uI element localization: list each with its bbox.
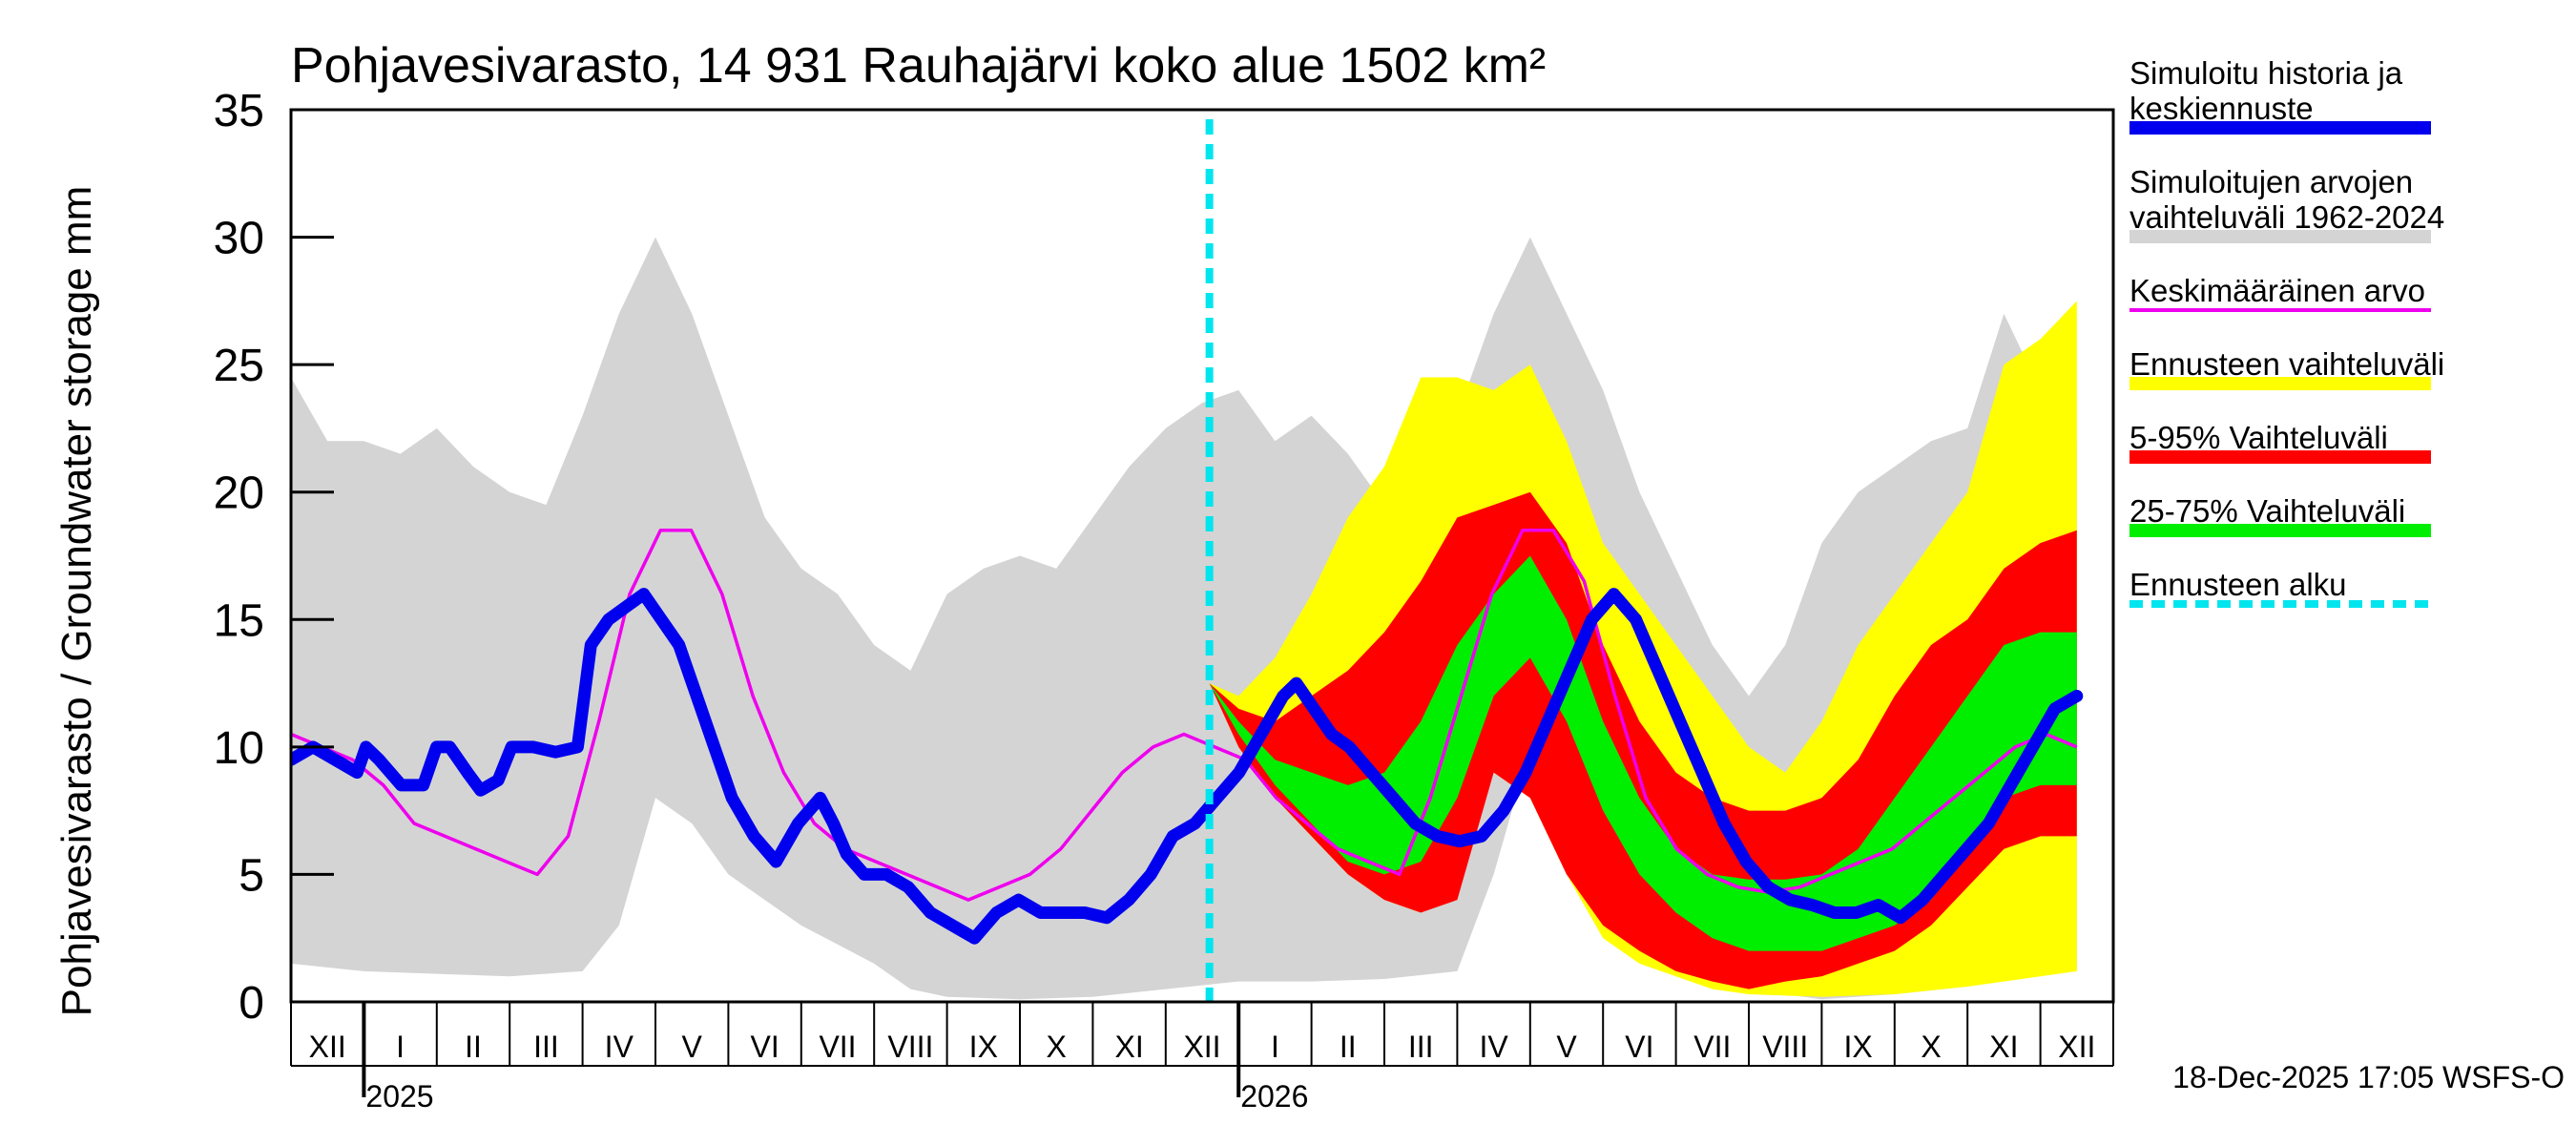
y-axis-label: Pohjavesivarasto / Groundwater storage m…	[53, 186, 100, 1017]
footer-timestamp: 18-Dec-2025 17:05 WSFS-O	[2172, 1060, 2565, 1094]
x-axis: XII I II III IV V VI VII VIII IX X XI XII I II III IV V VI…	[290, 1002, 2114, 1114]
x-month-label: I	[396, 1030, 405, 1064]
y-tick-label: 10	[214, 723, 264, 774]
legend-label: Simuloitu historia ja	[2129, 55, 2403, 91]
plot-frame	[289, 108, 2115, 1004]
x-month-label: XII	[1183, 1030, 1220, 1064]
y-tick-label: 5	[239, 850, 264, 901]
y-tick-label: 15	[214, 595, 264, 646]
x-month-label: V	[1556, 1030, 1577, 1064]
x-month-label: X	[1047, 1030, 1067, 1064]
x-month-label: XII	[2058, 1030, 2095, 1064]
x-year-label: 2026	[1240, 1079, 1308, 1114]
legend-label: Ennusteen alku	[2129, 567, 2347, 602]
legend-label: Ennusteen vaihteluväli	[2129, 346, 2444, 382]
x-month-label: II	[465, 1030, 482, 1064]
x-month-label: III	[533, 1030, 559, 1064]
p25-75-band	[1209, 555, 2077, 951]
x-month-label: VI	[1625, 1030, 1653, 1064]
y-tick-label: 20	[214, 468, 264, 519]
x-month-label: IX	[1843, 1030, 1872, 1064]
x-month-label: XI	[1114, 1030, 1143, 1064]
x-month-label: II	[1340, 1030, 1357, 1064]
y-axis: 0 5 10 15 20 25 30 35	[214, 86, 334, 1029]
x-month-label: I	[1271, 1030, 1279, 1064]
y-tick-label: 35	[214, 86, 264, 136]
x-month-label: XII	[309, 1030, 346, 1064]
x-month-label: VII	[819, 1030, 856, 1064]
x-month-label: V	[682, 1030, 703, 1064]
x-month-label: VII	[1693, 1030, 1731, 1064]
x-month-label: XI	[1989, 1030, 2018, 1064]
x-month-label: IV	[605, 1030, 634, 1064]
y-tick-label: 0	[239, 978, 264, 1029]
chart-title: Pohjavesivarasto, 14 931 Rauhajärvi koko…	[291, 38, 1546, 94]
legend-label: 5-95% Vaihteluväli	[2129, 420, 2388, 455]
y-tick-label: 30	[214, 214, 264, 264]
legend-label: vaihteluväli 1962-2024	[2129, 199, 2444, 235]
x-month-label: VI	[750, 1030, 779, 1064]
x-month-label: X	[1921, 1030, 1941, 1064]
x-year-label: 2025	[365, 1079, 433, 1114]
legend-label: keskiennuste	[2129, 91, 2314, 126]
x-month-label: VIII	[887, 1030, 933, 1064]
legend-label: 25-75% Vaihteluväli	[2129, 493, 2405, 529]
y-tick-label: 25	[214, 341, 264, 391]
series-lines	[291, 119, 2084, 1002]
x-month-label: III	[1408, 1030, 1434, 1064]
x-month-label: IV	[1479, 1030, 1508, 1064]
x-month-label: VIII	[1762, 1030, 1808, 1064]
legend-label: Keskimääräinen arvo	[2129, 273, 2425, 308]
x-month-label: IX	[969, 1030, 998, 1064]
median-forecast-line	[291, 588, 2084, 945]
legend-label: Simuloitujen arvojen	[2129, 164, 2413, 199]
plot-area	[289, 108, 2115, 1004]
